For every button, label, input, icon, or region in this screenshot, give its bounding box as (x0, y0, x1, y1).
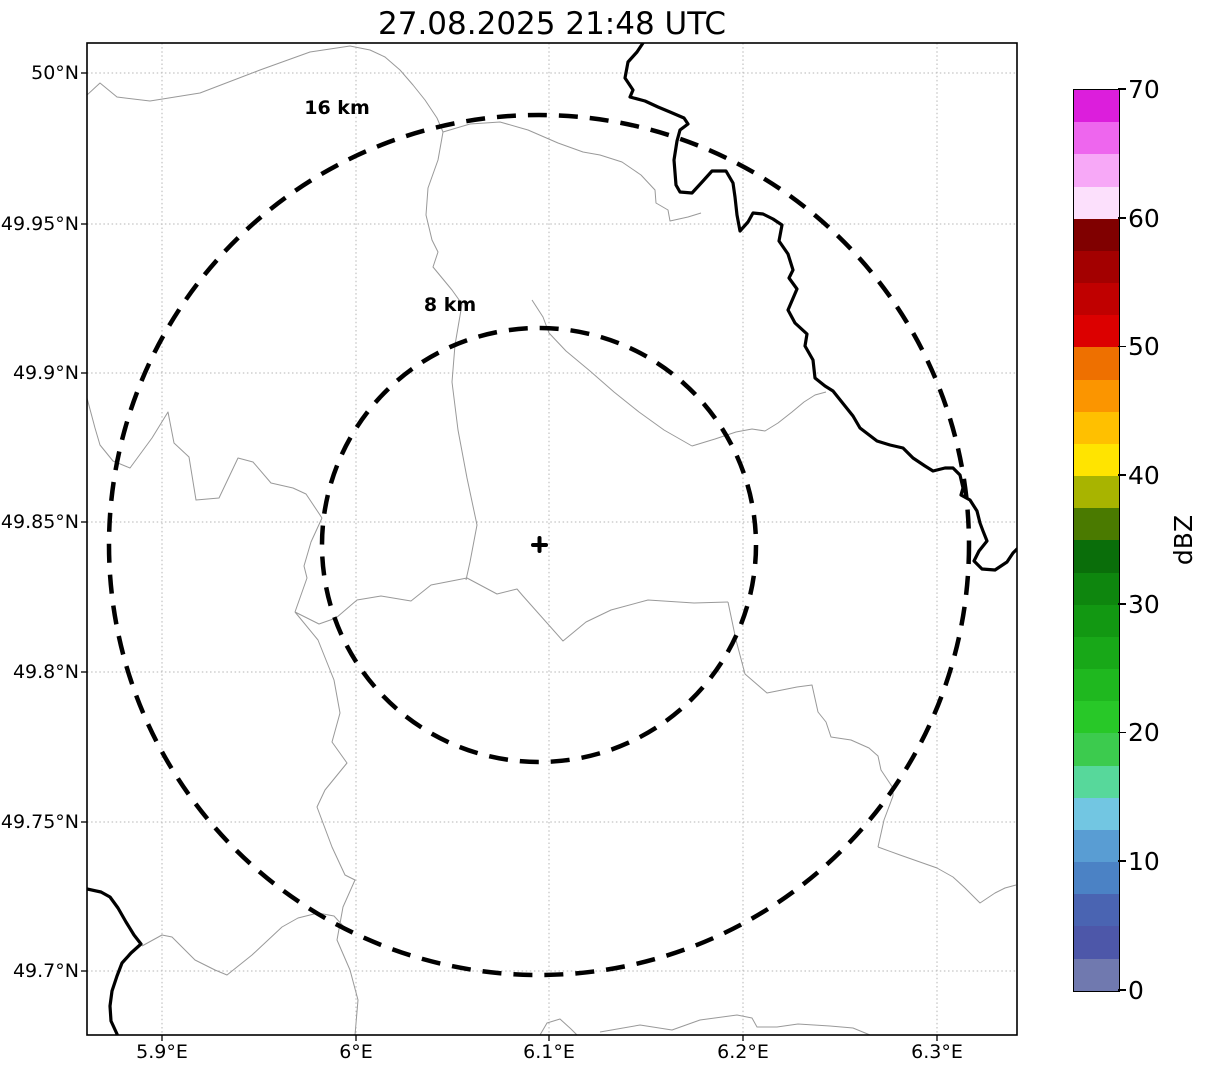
colorbar-segment (1074, 283, 1119, 316)
colorbar-segment (1074, 701, 1119, 734)
colorbar-segment (1074, 797, 1119, 830)
colorbar-tick-mark (1118, 989, 1126, 991)
plot-frame (86, 42, 1018, 1036)
colorbar-segment (1074, 508, 1119, 541)
colorbar-segment (1074, 894, 1119, 927)
colorbar-tick-mark (1118, 603, 1126, 605)
colorbar-tick-mark (1118, 731, 1126, 734)
colorbar (1073, 89, 1120, 992)
ring-label-8km: 8 km (423, 294, 477, 316)
colorbar-tick-mark (1118, 88, 1126, 90)
colorbar-tick-label: 70 (1128, 75, 1160, 104)
x-tick-label: 6.1°E (523, 1041, 575, 1063)
border-river-line (87, 43, 1017, 1035)
colorbar-tick-label: 20 (1128, 718, 1160, 747)
colorbar-segment (1074, 604, 1119, 637)
y-tick-label: 49.9°N (12, 362, 79, 384)
colorbar-segment (1074, 250, 1119, 284)
colorbar-segment (1074, 926, 1119, 959)
colorbar-segment (1074, 540, 1119, 573)
colorbar-segment (1074, 443, 1119, 477)
colorbar-unit-label: dBZ (1168, 514, 1198, 566)
admin-boundary-lines (87, 45, 1017, 1035)
colorbar-tick-mark (1118, 860, 1126, 863)
range-ring-16km (106, 112, 972, 978)
colorbar-segment (1074, 765, 1119, 798)
y-tick-label: 49.7°N (12, 960, 79, 982)
plot-title: 27.08.2025 21:48 UTC (378, 6, 726, 42)
colorbar-tick-mark (1118, 216, 1126, 219)
radar-center-marker (531, 536, 548, 553)
colorbar-segment (1074, 829, 1119, 863)
colorbar-segment (1074, 347, 1119, 380)
colorbar-tick-label: 30 (1128, 590, 1160, 619)
colorbar-tick-label: 60 (1128, 204, 1160, 233)
y-tick-label: 49.75°N (0, 811, 79, 833)
colorbar-segment (1074, 122, 1119, 155)
colorbar-tick-label: 10 (1128, 847, 1160, 876)
colorbar-segment (1074, 411, 1119, 444)
colorbar-segment (1074, 379, 1119, 412)
colorbar-segment (1074, 733, 1119, 766)
axis-tick-marks (81, 72, 938, 1041)
x-tick-label: 6°E (339, 1041, 373, 1063)
colorbar-segment (1074, 90, 1119, 123)
colorbar-segment (1074, 154, 1119, 187)
ring-label-16km: 16 km (304, 97, 370, 119)
colorbar-segment (1074, 186, 1119, 219)
range-rings (106, 112, 972, 978)
colorbar-segment (1074, 862, 1119, 895)
x-tick-label: 6.2°E (717, 1041, 769, 1063)
range-ring-8km (319, 325, 759, 765)
colorbar-segment (1074, 218, 1119, 251)
y-tick-label: 49.95°N (0, 213, 79, 235)
colorbar-tick-label: 40 (1128, 461, 1160, 490)
colorbar-segment (1074, 636, 1119, 670)
y-tick-label: 49.85°N (0, 511, 79, 533)
colorbar-tick-label: 0 (1128, 976, 1144, 1005)
graticule-gridlines (87, 43, 1017, 1035)
colorbar-tick-mark (1118, 345, 1126, 348)
y-tick-label: 50°N (31, 62, 79, 84)
x-tick-label: 5.9°E (136, 1041, 188, 1063)
x-tick-label: 6.3°E (911, 1041, 963, 1063)
colorbar-segment (1074, 476, 1119, 509)
colorbar-tick-label: 50 (1128, 332, 1160, 361)
y-tick-label: 49.8°N (12, 661, 79, 683)
colorbar-segment (1074, 315, 1119, 348)
colorbar-segment (1074, 669, 1119, 702)
colorbar-segment (1074, 572, 1119, 605)
colorbar-segment (1074, 958, 1119, 991)
colorbar-tick-mark (1118, 474, 1126, 476)
